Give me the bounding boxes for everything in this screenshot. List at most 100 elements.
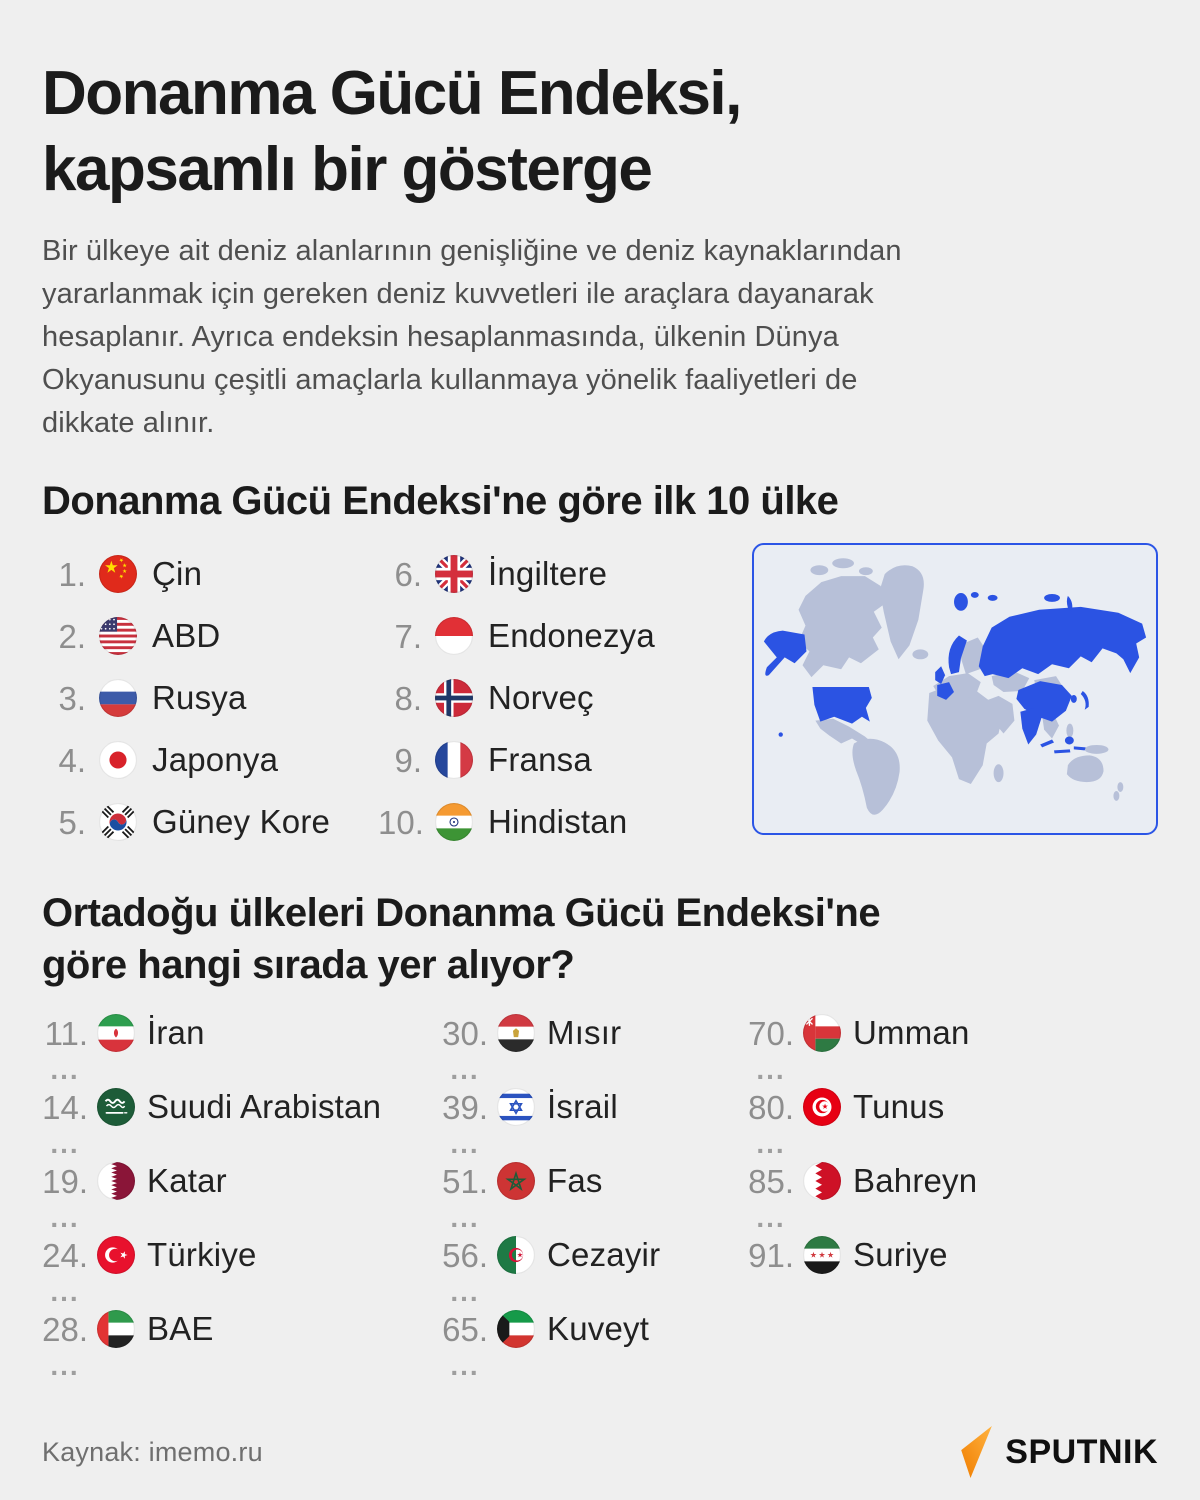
flag-icon-jp: [99, 741, 137, 779]
rank-gap-ellipsis: ...: [42, 1053, 442, 1087]
rank-number: 6.: [394, 555, 422, 593]
ellipsis-text: ...: [450, 1350, 480, 1381]
rank-gap-ellipsis: ...: [442, 1275, 748, 1309]
country-name: Tunus: [853, 1088, 945, 1125]
ellipsis-text: ...: [50, 1054, 80, 1085]
rank-number: 28.: [42, 1310, 88, 1348]
country-name: Suudi Arabistan: [147, 1088, 382, 1125]
country-row-fr: 9. Fransa: [378, 729, 750, 791]
sputnik-wordmark: SPUTNIK: [1005, 1432, 1158, 1471]
rank-number: 11.: [44, 1014, 88, 1052]
world-map-card: [752, 543, 1158, 835]
country-name: Suriye: [853, 1236, 948, 1273]
mideast-grid: 11. İran... 14. Suudi Arabistan... 19. Katar.…: [42, 1013, 1158, 1383]
rank-gap-ellipsis: ...: [442, 1201, 748, 1235]
flag-icon-ir: [97, 1014, 135, 1052]
country-row-us: 2. ABD: [42, 605, 378, 667]
ellipsis-text: ...: [50, 1202, 80, 1233]
rank-gap-ellipsis: ...: [42, 1275, 442, 1309]
country-name: Katar: [147, 1162, 227, 1199]
mideast-list-col2: 30. Mısır... 39. İsrail... 51. Fas... 56. Cezay…: [442, 1013, 748, 1383]
country-row-dz: 56. Cezayir: [442, 1235, 748, 1275]
country-name: Hindistan: [488, 803, 628, 840]
country-row-bh: 85. Bahreyn: [748, 1161, 1158, 1201]
map-countries-highlighted: [763, 591, 1147, 754]
ellipsis-text: ...: [450, 1276, 480, 1307]
footer: Kaynak: imemo.ru SPUTNIK: [42, 1423, 1158, 1481]
rank-number: 91.: [748, 1236, 794, 1274]
country-row-sa: 14. Suudi Arabistan: [42, 1087, 442, 1127]
country-name: Norveç: [488, 679, 594, 716]
rank-number: 39.: [442, 1088, 488, 1126]
country-name: Çin: [152, 555, 203, 592]
country-row-no: 8. Norveç: [378, 667, 750, 729]
flag-icon-ae: [97, 1310, 135, 1348]
mideast-section: Ortadoğu ülkeleri Donanma Gücü Endeksi'n…: [42, 887, 1158, 1383]
flag-icon-eg: [497, 1014, 535, 1052]
rank-number: 80.: [748, 1088, 794, 1126]
country-row-il: 39. İsrail: [442, 1087, 748, 1127]
ellipsis-text: ...: [450, 1128, 480, 1159]
mideast-heading: Ortadoğu ülkeleri Donanma Gücü Endeksi'n…: [42, 891, 881, 987]
flag-icon-id: [435, 617, 473, 655]
world-map-svg: [763, 558, 1147, 815]
country-name: Rusya: [152, 679, 247, 716]
rank-number: 51.: [442, 1162, 488, 1200]
rank-gap-ellipsis: ...: [748, 1127, 1158, 1161]
country-name: Güney Kore: [152, 803, 331, 840]
country-row-kw: 65. Kuveyt: [442, 1309, 748, 1349]
flag-icon-us: [99, 617, 137, 655]
country-row-in: 10. Hindistan: [378, 791, 750, 853]
country-name: İsrail: [547, 1088, 618, 1125]
ellipsis-text: ...: [50, 1350, 80, 1381]
rank-number: 10.: [378, 803, 424, 841]
country-name: BAE: [147, 1310, 214, 1347]
rank-gap-ellipsis: ...: [42, 1127, 442, 1161]
mideast-list-col1: 11. İran... 14. Suudi Arabistan... 19. Katar.…: [42, 1013, 442, 1383]
flag-icon-tn: [803, 1088, 841, 1126]
rank-gap-ellipsis: ...: [442, 1349, 748, 1383]
flag-icon-ru: [99, 679, 137, 717]
mideast-list-col3: 70. Umman... 80. Tunus... 85. Bahreyn... 91. Su…: [748, 1013, 1158, 1275]
country-row-gb: 6. İngiltere: [378, 543, 750, 605]
country-row-ru: 3. Rusya: [42, 667, 378, 729]
page-title: Donanma Gücü Endeksi, kapsamlı bir göste…: [42, 59, 742, 204]
flag-icon-kw: [497, 1310, 535, 1348]
country-row-tr: 24. Türkiye: [42, 1235, 442, 1275]
rank-number: 65.: [442, 1310, 488, 1348]
rank-number: 5.: [58, 803, 86, 841]
flag-icon-ma: [497, 1162, 535, 1200]
ellipsis-text: ...: [50, 1128, 80, 1159]
country-name: İngiltere: [488, 555, 608, 592]
rank-gap-ellipsis: ...: [748, 1201, 1158, 1235]
top10-grid: 1. Çin 2. ABD 3. Rusya 4. Japonya 5. Güney Kore 6…: [42, 543, 1158, 853]
rank-number: 4.: [58, 741, 86, 779]
country-name: İran: [147, 1014, 205, 1051]
ellipsis-text: ...: [756, 1128, 786, 1159]
rank-number: 2.: [58, 617, 86, 655]
sputnik-logo: SPUTNIK: [958, 1426, 1158, 1478]
ellipsis-text: ...: [756, 1202, 786, 1233]
flag-icon-gb: [435, 555, 473, 593]
country-name: Fas: [547, 1162, 603, 1199]
country-name: Türkiye: [147, 1236, 257, 1273]
top10-section: Donanma Gücü Endeksi'ne göre ilk 10 ülke…: [42, 475, 1158, 853]
top10-list-left: 1. Çin 2. ABD 3. Rusya 4. Japonya 5. Güney Kore: [42, 543, 378, 853]
source-label: Kaynak: imemo.ru: [42, 1436, 263, 1467]
rank-gap-ellipsis: ...: [442, 1127, 748, 1161]
map-land-gray: [798, 558, 1124, 815]
country-name: Kuveyt: [547, 1310, 650, 1347]
rank-number: 14.: [42, 1088, 88, 1126]
rank-gap-ellipsis: ...: [748, 1053, 1158, 1087]
rank-number: 70.: [748, 1014, 794, 1052]
country-name: Fransa: [488, 741, 592, 778]
ellipsis-text: ...: [450, 1054, 480, 1085]
flag-icon-fr: [435, 741, 473, 779]
country-row-id: 7. Endonezya: [378, 605, 750, 667]
top10-heading: Donanma Gücü Endeksi'ne göre ilk 10 ülke: [42, 479, 839, 523]
ellipsis-text: ...: [450, 1202, 480, 1233]
ellipsis-text: ...: [50, 1276, 80, 1307]
flag-icon-sa: [97, 1088, 135, 1126]
top10-list-right: 6. İngiltere 7. Endonezya 8. Norveç 9. Fransa 10…: [378, 543, 750, 853]
